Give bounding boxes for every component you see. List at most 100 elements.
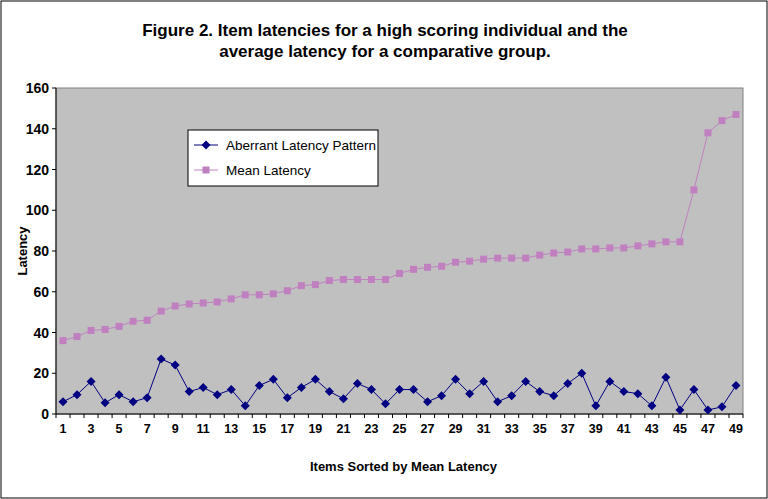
x-tick [518,414,519,418]
x-tick-label: 21 [336,422,350,436]
x-tick-label: 49 [729,422,743,436]
data-point [73,390,82,399]
data-point [465,389,474,398]
x-tick [462,414,463,418]
x-tick [672,414,673,418]
x-tick [140,414,141,418]
x-tick-label: 27 [421,422,435,436]
data-point [675,405,684,414]
x-tick-label: 37 [561,422,575,436]
data-point [59,397,68,406]
x-tick-label: 25 [393,422,407,436]
data-point [339,394,348,403]
x-tick [728,414,729,418]
chart-svg: 0204060801001201401601357911131517192123… [0,0,768,499]
data-point [60,337,67,344]
data-point [423,397,432,406]
data-point [368,276,375,283]
x-tick [546,414,547,418]
legend-box [188,130,378,186]
data-point [493,397,502,406]
x-axis-label: Items Sorted by Mean Latency [310,459,498,474]
legend-label: Mean Latency [226,163,311,178]
y-tick [52,251,56,252]
x-tick [560,414,561,418]
x-tick [644,414,645,418]
data-point [438,263,445,270]
y-tick-label: 20 [33,365,49,381]
y-tick [52,210,56,211]
y-tick-label: 160 [26,80,50,96]
x-tick-label: 41 [617,422,631,436]
y-tick-label: 80 [33,243,49,259]
x-axis-line [56,414,743,415]
data-point [367,385,376,394]
x-tick-label: 11 [197,422,210,436]
x-tick [532,414,533,418]
data-point [592,245,599,252]
data-point [395,385,404,394]
y-tick-label: 100 [26,202,50,218]
data-point [199,383,208,392]
data-point [102,326,109,333]
data-point [606,244,613,251]
x-tick [266,414,267,418]
y-tick [52,169,56,170]
x-tick [686,414,687,418]
data-point [521,377,530,386]
data-point [157,354,166,363]
x-tick [504,414,505,418]
data-point [130,318,137,325]
data-point [620,244,627,251]
data-point [507,391,516,400]
series-line [63,359,736,410]
data-point [242,291,249,298]
data-point [578,245,585,252]
x-tick [406,414,407,418]
data-point [563,379,572,388]
x-tick [196,414,197,418]
data-point [564,249,571,256]
x-tick [378,414,379,418]
x-tick [602,414,603,418]
data-point [326,277,333,284]
x-tick-label: 3 [88,422,95,436]
data-point [676,238,683,245]
data-point [662,238,669,245]
data-point [605,377,614,386]
x-tick [490,414,491,418]
x-tick [700,414,701,418]
data-point [479,377,488,386]
y-axis-label: Latency [15,226,30,276]
y-tick-label: 60 [33,284,49,300]
x-tick [280,414,281,418]
data-point [340,276,347,283]
data-point [619,387,628,396]
data-point [424,264,431,271]
x-tick [630,414,631,418]
x-tick [210,414,211,418]
x-tick [84,414,85,418]
x-tick-label: 7 [144,422,151,436]
data-point [214,298,221,305]
data-point [353,379,362,388]
legend-marker [203,167,210,174]
data-point [704,129,711,136]
x-tick-label: 17 [280,422,294,436]
x-tick [364,414,365,418]
x-tick [392,414,393,418]
x-tick-label: 45 [673,422,687,436]
x-tick-label: 39 [589,422,603,436]
data-point [633,389,642,398]
x-tick-label: 47 [701,422,715,436]
x-tick-label: 43 [645,422,659,436]
data-point [200,299,207,306]
data-point [311,375,320,384]
data-point [480,256,487,263]
data-point [703,405,712,414]
data-point [228,295,235,302]
data-point [717,402,726,411]
chart-title: Figure 2. Item latencies for a high scor… [120,20,650,62]
x-tick [252,414,253,418]
y-tick [52,414,56,415]
